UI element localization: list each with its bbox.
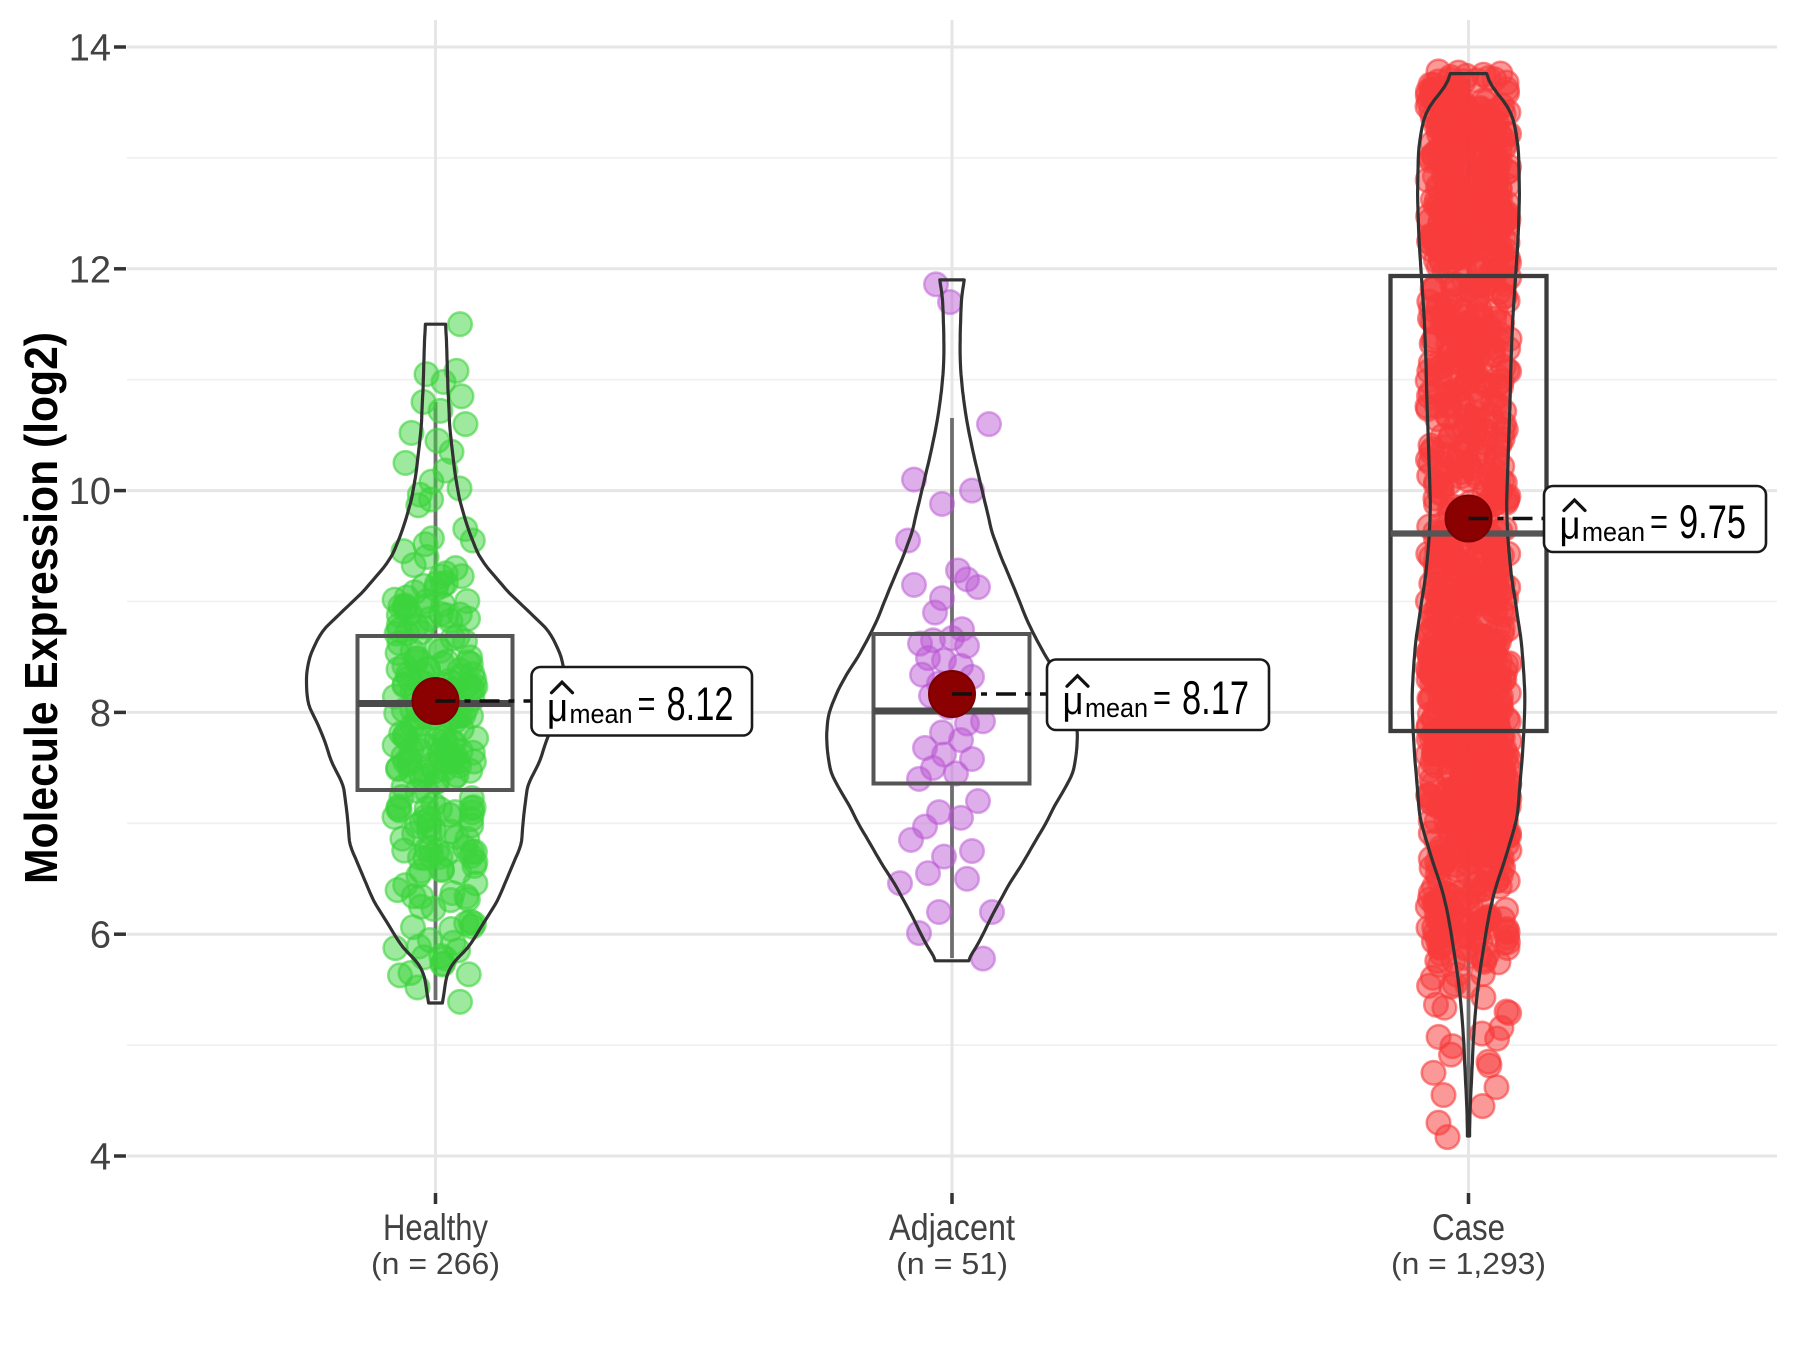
svg-text:9.75: 9.75 <box>1679 495 1746 548</box>
svg-text:=: = <box>1153 677 1171 718</box>
svg-text:μ: μ <box>1560 504 1581 548</box>
svg-text:14: 14 <box>69 28 111 70</box>
svg-text:8.12: 8.12 <box>667 677 734 730</box>
svg-text:mean: mean <box>1582 517 1645 547</box>
svg-text:6: 6 <box>90 915 111 957</box>
svg-text:4: 4 <box>90 1137 111 1179</box>
svg-text:8.17: 8.17 <box>1182 671 1249 724</box>
svg-text:μ: μ <box>1063 679 1084 723</box>
svg-text:(n = 266): (n = 266) <box>371 1246 500 1281</box>
svg-text:12: 12 <box>69 249 111 291</box>
svg-text:10: 10 <box>69 471 111 513</box>
svg-text:μ: μ <box>547 686 568 730</box>
svg-text:Case: Case <box>1432 1207 1505 1248</box>
svg-text:(n = 1,293): (n = 1,293) <box>1391 1246 1546 1281</box>
svg-text:mean: mean <box>1085 693 1148 723</box>
svg-text:=: = <box>1650 501 1668 542</box>
svg-text:=: = <box>638 683 656 724</box>
svg-text:Healthy: Healthy <box>383 1207 488 1248</box>
svg-text:mean: mean <box>570 699 633 729</box>
svg-text:(n = 51): (n = 51) <box>896 1246 1008 1281</box>
svg-text:Molecule Expression (log2): Molecule Expression (log2) <box>15 332 67 884</box>
svg-text:8: 8 <box>90 693 111 735</box>
svg-text:Adjacent: Adjacent <box>889 1207 1016 1248</box>
